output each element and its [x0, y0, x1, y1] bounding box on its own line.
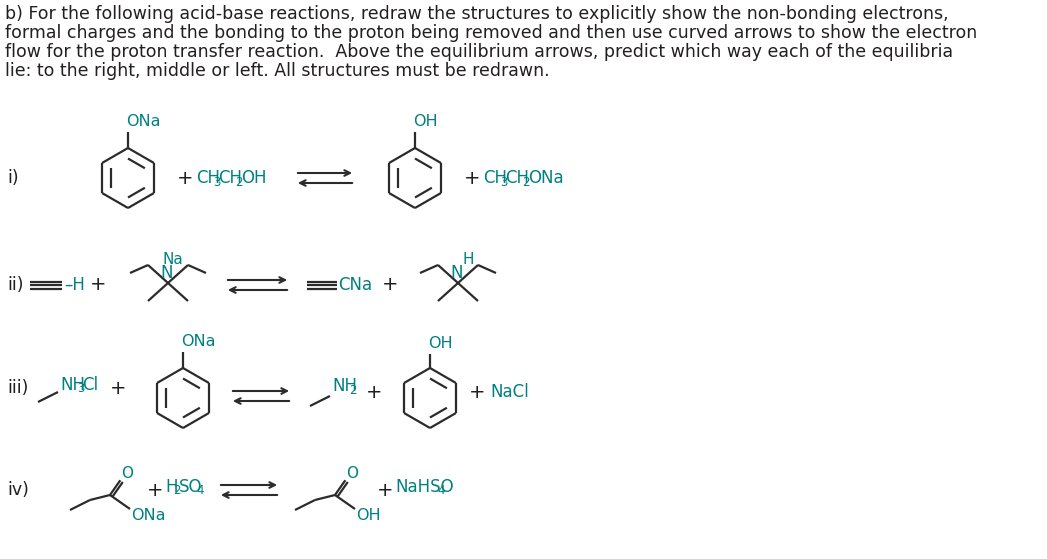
Text: ONa: ONa — [131, 508, 165, 523]
Text: CH: CH — [506, 169, 530, 187]
Text: +: + — [377, 481, 394, 500]
Text: NH: NH — [60, 376, 85, 394]
Text: N: N — [161, 264, 173, 282]
Text: NaHSO: NaHSO — [395, 478, 453, 496]
Text: +: + — [464, 168, 481, 187]
Text: +: + — [469, 382, 485, 401]
Text: SO: SO — [179, 478, 202, 496]
Text: 3: 3 — [77, 382, 85, 396]
Text: OH: OH — [413, 115, 438, 130]
Text: lie: to the right, middle or left. All structures must be redrawn.: lie: to the right, middle or left. All s… — [5, 62, 550, 80]
Text: OH: OH — [428, 337, 452, 352]
Text: i): i) — [7, 169, 19, 187]
Text: OH: OH — [356, 508, 381, 523]
Text: 3: 3 — [213, 176, 220, 188]
Text: O: O — [121, 466, 133, 481]
Text: –H: –H — [64, 276, 85, 294]
Text: ONa: ONa — [126, 115, 160, 130]
Text: Na: Na — [163, 252, 184, 267]
Text: CH: CH — [483, 169, 507, 187]
Text: ONa: ONa — [528, 169, 563, 187]
Text: NH: NH — [332, 377, 357, 395]
Text: H: H — [165, 478, 178, 496]
Text: 2: 2 — [349, 383, 356, 396]
Text: +: + — [147, 481, 163, 500]
Text: +: + — [110, 378, 127, 397]
Text: 2: 2 — [522, 176, 530, 188]
Text: +: + — [382, 276, 398, 295]
Text: Cl: Cl — [83, 376, 98, 394]
Text: N: N — [451, 264, 463, 282]
Text: 2: 2 — [174, 485, 181, 498]
Text: +: + — [365, 382, 382, 401]
Text: flow for the proton transfer reaction.  Above the equilibrium arrows, predict wh: flow for the proton transfer reaction. A… — [5, 43, 953, 61]
Text: 2: 2 — [236, 176, 243, 188]
Text: +: + — [90, 276, 106, 295]
Text: b) For the following acid-base reactions, redraw the structures to explicitly sh: b) For the following acid-base reactions… — [5, 5, 949, 23]
Text: 3: 3 — [500, 176, 508, 188]
Text: CH: CH — [219, 169, 243, 187]
Text: CNa: CNa — [338, 276, 372, 294]
Text: O: O — [347, 466, 358, 481]
Text: ONa: ONa — [181, 334, 216, 349]
Text: OH: OH — [241, 169, 267, 187]
Text: ii): ii) — [7, 276, 23, 294]
Text: iii): iii) — [7, 379, 28, 397]
Text: +: + — [177, 168, 194, 187]
Text: 4: 4 — [196, 485, 203, 498]
Text: CH: CH — [196, 169, 220, 187]
Text: iv): iv) — [7, 481, 29, 499]
Text: H: H — [462, 252, 473, 267]
Text: 4: 4 — [438, 485, 445, 498]
Text: formal charges and the bonding to the proton being removed and then use curved a: formal charges and the bonding to the pr… — [5, 24, 977, 42]
Text: NaCl: NaCl — [490, 383, 529, 401]
